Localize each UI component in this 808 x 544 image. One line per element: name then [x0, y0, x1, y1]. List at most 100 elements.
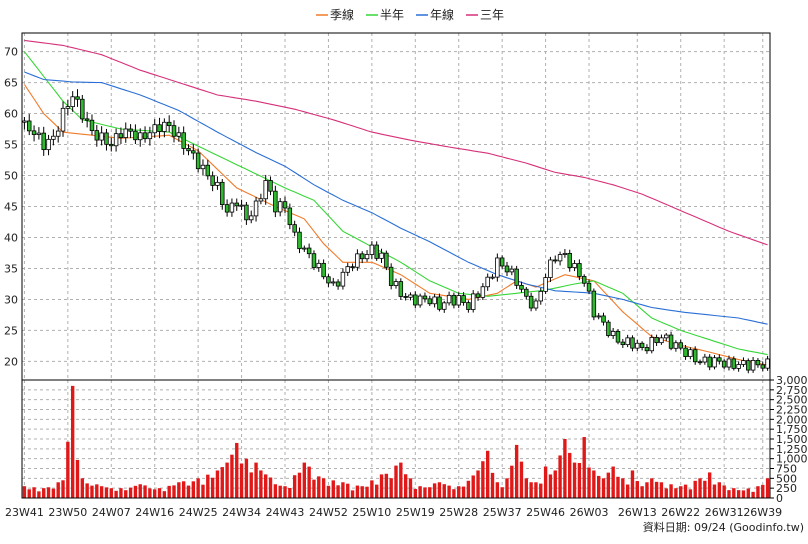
volume-bar [707, 472, 712, 498]
volume-bar [399, 462, 403, 498]
volume-bar [746, 488, 750, 498]
candle-body [572, 263, 577, 268]
volume-tick-label: 2,250 [776, 404, 808, 417]
volume-bar [403, 474, 408, 498]
candle-body [480, 286, 486, 298]
candle-body [731, 358, 737, 369]
volume-bar [85, 483, 89, 498]
volume-bar [32, 487, 36, 498]
volume-bar [172, 485, 176, 498]
volume-bar [283, 486, 287, 498]
candle-body [60, 107, 66, 132]
volume-bar [196, 478, 200, 498]
volume-bar [572, 462, 577, 498]
volume-tick-label: 500 [776, 472, 797, 485]
volume-bar [466, 480, 471, 498]
candle-body [413, 294, 418, 306]
volume-bar [128, 487, 133, 498]
volume-bar [109, 488, 113, 498]
volume-tick-label: 2,000 [776, 413, 808, 426]
volume-bar [133, 485, 138, 498]
volume-bars [22, 385, 770, 498]
candle-body [210, 175, 215, 186]
candle-body [268, 180, 273, 192]
x-tick-label: 25W46 [526, 506, 565, 519]
candle-body [248, 215, 254, 221]
candle-body [205, 164, 211, 177]
candle-body [118, 133, 124, 139]
volume-bar [268, 477, 273, 498]
volume-tick-label: 1,250 [776, 443, 808, 456]
volume-bar [191, 481, 196, 498]
candle-body [702, 356, 708, 363]
price-tick-label: 60 [4, 108, 18, 121]
candle-body [562, 253, 568, 255]
candle-body [697, 361, 703, 364]
volume-bar [331, 480, 335, 498]
volume-bar [66, 441, 70, 498]
volume-bar [360, 486, 364, 498]
x-tick-label: 23W50 [48, 506, 87, 519]
volume-bar [596, 475, 601, 498]
volume-bar [46, 487, 51, 498]
candlesticks [22, 89, 770, 374]
volume-bar [495, 482, 500, 498]
volume-bar [157, 488, 162, 498]
volume-bar [505, 478, 509, 498]
candle-body [186, 148, 191, 152]
candle-body [113, 133, 119, 147]
volume-bar [230, 454, 234, 498]
candle-body [538, 290, 544, 302]
volume-bar [249, 472, 253, 498]
volume-bar [650, 478, 654, 498]
candle-body [606, 321, 611, 336]
candle-body [721, 360, 727, 368]
volume-bar [751, 491, 755, 498]
volume-bar [370, 480, 374, 498]
candle-body [485, 276, 490, 288]
candle-body [524, 288, 529, 297]
volume-bar [80, 478, 85, 498]
candle-body [36, 132, 42, 135]
volume-bar [761, 484, 765, 498]
x-tick-label: 24W16 [135, 506, 174, 519]
volume-bar [27, 489, 31, 498]
volume-bar [519, 461, 524, 498]
x-tick-label: 26W13 [618, 506, 657, 519]
volume-bar [630, 470, 635, 498]
candle-body [567, 253, 572, 268]
candle-body [755, 359, 761, 366]
volume-tick-label: 2,500 [776, 394, 808, 407]
volume-bar [288, 487, 292, 498]
candle-body [80, 98, 85, 120]
candle-body [659, 337, 664, 344]
candle-body [741, 360, 746, 365]
volume-panel-frame [21, 379, 771, 499]
volume-bar [37, 491, 41, 498]
candle-body [302, 247, 307, 250]
x-tick-label: 26W22 [661, 506, 700, 519]
volume-bar [70, 385, 75, 498]
volume-bar [394, 465, 398, 498]
candle-body [350, 266, 355, 269]
x-tick-label: 25W28 [439, 506, 478, 519]
price-tick-label: 45 [4, 201, 18, 214]
volume-bar [389, 478, 393, 498]
volume-bar [220, 467, 224, 498]
volume-bar [664, 488, 668, 498]
candle-body [176, 132, 182, 137]
volume-bar [679, 486, 683, 498]
candle-body [664, 334, 669, 339]
candle-body [586, 282, 592, 292]
volume-bar [703, 480, 707, 498]
price-tick-label: 30 [4, 293, 18, 306]
volume-bar [302, 462, 306, 498]
volume-bar [539, 483, 543, 498]
x-tick-label: 24W52 [309, 506, 348, 519]
volume-bar [413, 488, 417, 498]
candle-body [707, 356, 712, 368]
volume-bar [447, 485, 451, 498]
volume-bar [114, 490, 118, 498]
volume-bar [471, 475, 475, 498]
